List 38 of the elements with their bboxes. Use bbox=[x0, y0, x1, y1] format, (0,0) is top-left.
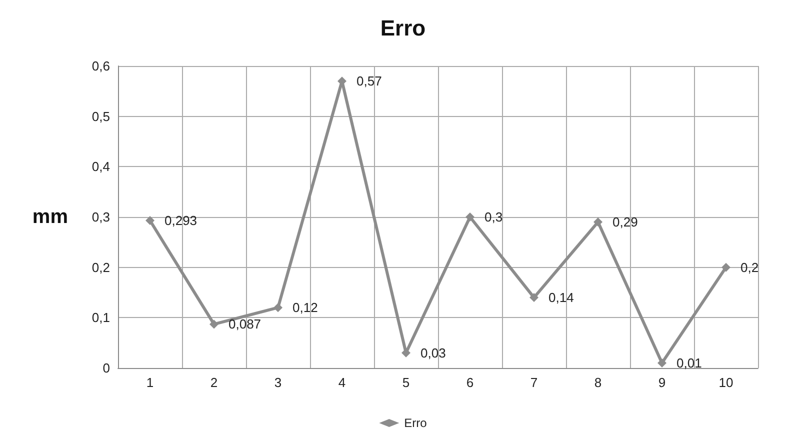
x-tick-label: 2 bbox=[210, 375, 218, 390]
x-tick-label: 10 bbox=[718, 375, 734, 390]
data-label: 0,57 bbox=[356, 74, 382, 89]
x-tick-label: 1 bbox=[146, 375, 154, 390]
x-tick-label: 4 bbox=[338, 375, 346, 390]
x-tick-label: 5 bbox=[402, 375, 410, 390]
y-tick-label: 0,6 bbox=[92, 58, 110, 74]
y-tick-label: 0 bbox=[102, 360, 110, 376]
x-tick-label: 6 bbox=[466, 375, 474, 390]
y-axis-title: mm bbox=[32, 206, 68, 228]
point bbox=[658, 358, 666, 368]
data-label: 0,087 bbox=[228, 316, 262, 332]
point bbox=[594, 218, 602, 227]
data-label: 0,03 bbox=[420, 345, 446, 360]
y-tick-label: 0,2 bbox=[92, 260, 110, 275]
y-tick-label: 0,3 bbox=[92, 210, 110, 224]
data-label: 0,3 bbox=[484, 210, 503, 224]
data-label: 0,01 bbox=[676, 355, 702, 370]
data-label: 0,29 bbox=[612, 214, 638, 230]
chart-title: Erro bbox=[380, 16, 426, 40]
point bbox=[274, 303, 282, 312]
point bbox=[722, 262, 730, 272]
x-tick-label: 3 bbox=[274, 375, 282, 390]
point bbox=[146, 216, 154, 226]
x-tick-label: 7 bbox=[530, 375, 538, 390]
y-tick-label: 0,1 bbox=[92, 310, 110, 326]
data-label: 0,14 bbox=[548, 290, 574, 306]
legend-label: Erro bbox=[404, 416, 428, 430]
point bbox=[210, 320, 218, 329]
y-tick-label: 0,5 bbox=[92, 108, 110, 124]
x-tick-label: 9 bbox=[658, 375, 666, 390]
y-tick-label: 0,4 bbox=[92, 159, 110, 174]
point bbox=[466, 212, 474, 222]
data-label: 0,293 bbox=[164, 213, 198, 228]
data-label: 0,12 bbox=[292, 300, 318, 316]
point bbox=[530, 293, 538, 302]
data-label: 0,2 bbox=[740, 260, 759, 275]
x-tick-label: 8 bbox=[594, 375, 602, 390]
